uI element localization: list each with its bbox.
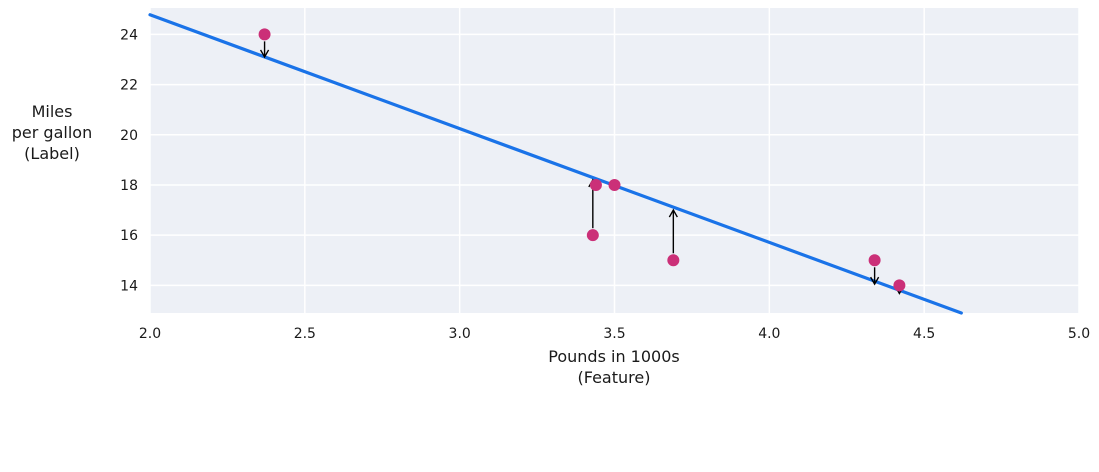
x-tick-label: 3.5 — [603, 326, 625, 342]
y-axis-label-line2: per gallon — [11, 123, 93, 142]
y-tick-label: 14 — [120, 278, 138, 294]
data-point — [608, 178, 621, 191]
data-point — [893, 279, 906, 292]
x-tick-label: 2.5 — [294, 326, 316, 342]
data-point — [258, 28, 271, 41]
up-arrowhead-icon — [668, 208, 678, 218]
model-line — [148, 13, 963, 315]
y-tick-label: 22 — [120, 78, 138, 94]
y-tick-label: 20 — [120, 128, 138, 144]
data-point — [868, 254, 881, 267]
x-tick-label: 4.5 — [913, 326, 935, 342]
down-arrowhead-icon — [259, 49, 270, 59]
down-arrowhead-icon — [870, 276, 880, 286]
x-tick-label: 4.0 — [758, 326, 780, 342]
scatter-plot: 2.0 2.5 3.0 3.5 4.0 4.5 5.0 14 16 18 20 22 24 — [120, 8, 1090, 342]
x-tick-label: 2.0 — [139, 326, 161, 342]
x-axis-label: Pounds in 1000s (Feature) — [464, 346, 764, 388]
chart-legend: Loss lines Model — [0, 395, 520, 472]
y-tick-label: 16 — [120, 228, 138, 244]
y-axis-label-line1: Miles — [31, 102, 73, 121]
y-tick-label: 24 — [120, 27, 138, 43]
y-axis-label-line3: (Label) — [24, 144, 80, 163]
y-tick-label: 18 — [120, 178, 138, 194]
x-axis-label-line2: (Feature) — [577, 368, 651, 387]
data-point — [589, 178, 602, 191]
data-point — [586, 229, 599, 242]
x-tick-label: 3.0 — [449, 326, 471, 342]
x-tick-label: 5.0 — [1068, 326, 1090, 342]
x-axis-label-line1: Pounds in 1000s — [548, 347, 680, 366]
y-axis-label: Miles per gallon (Label) — [0, 101, 104, 164]
data-point — [667, 254, 680, 267]
